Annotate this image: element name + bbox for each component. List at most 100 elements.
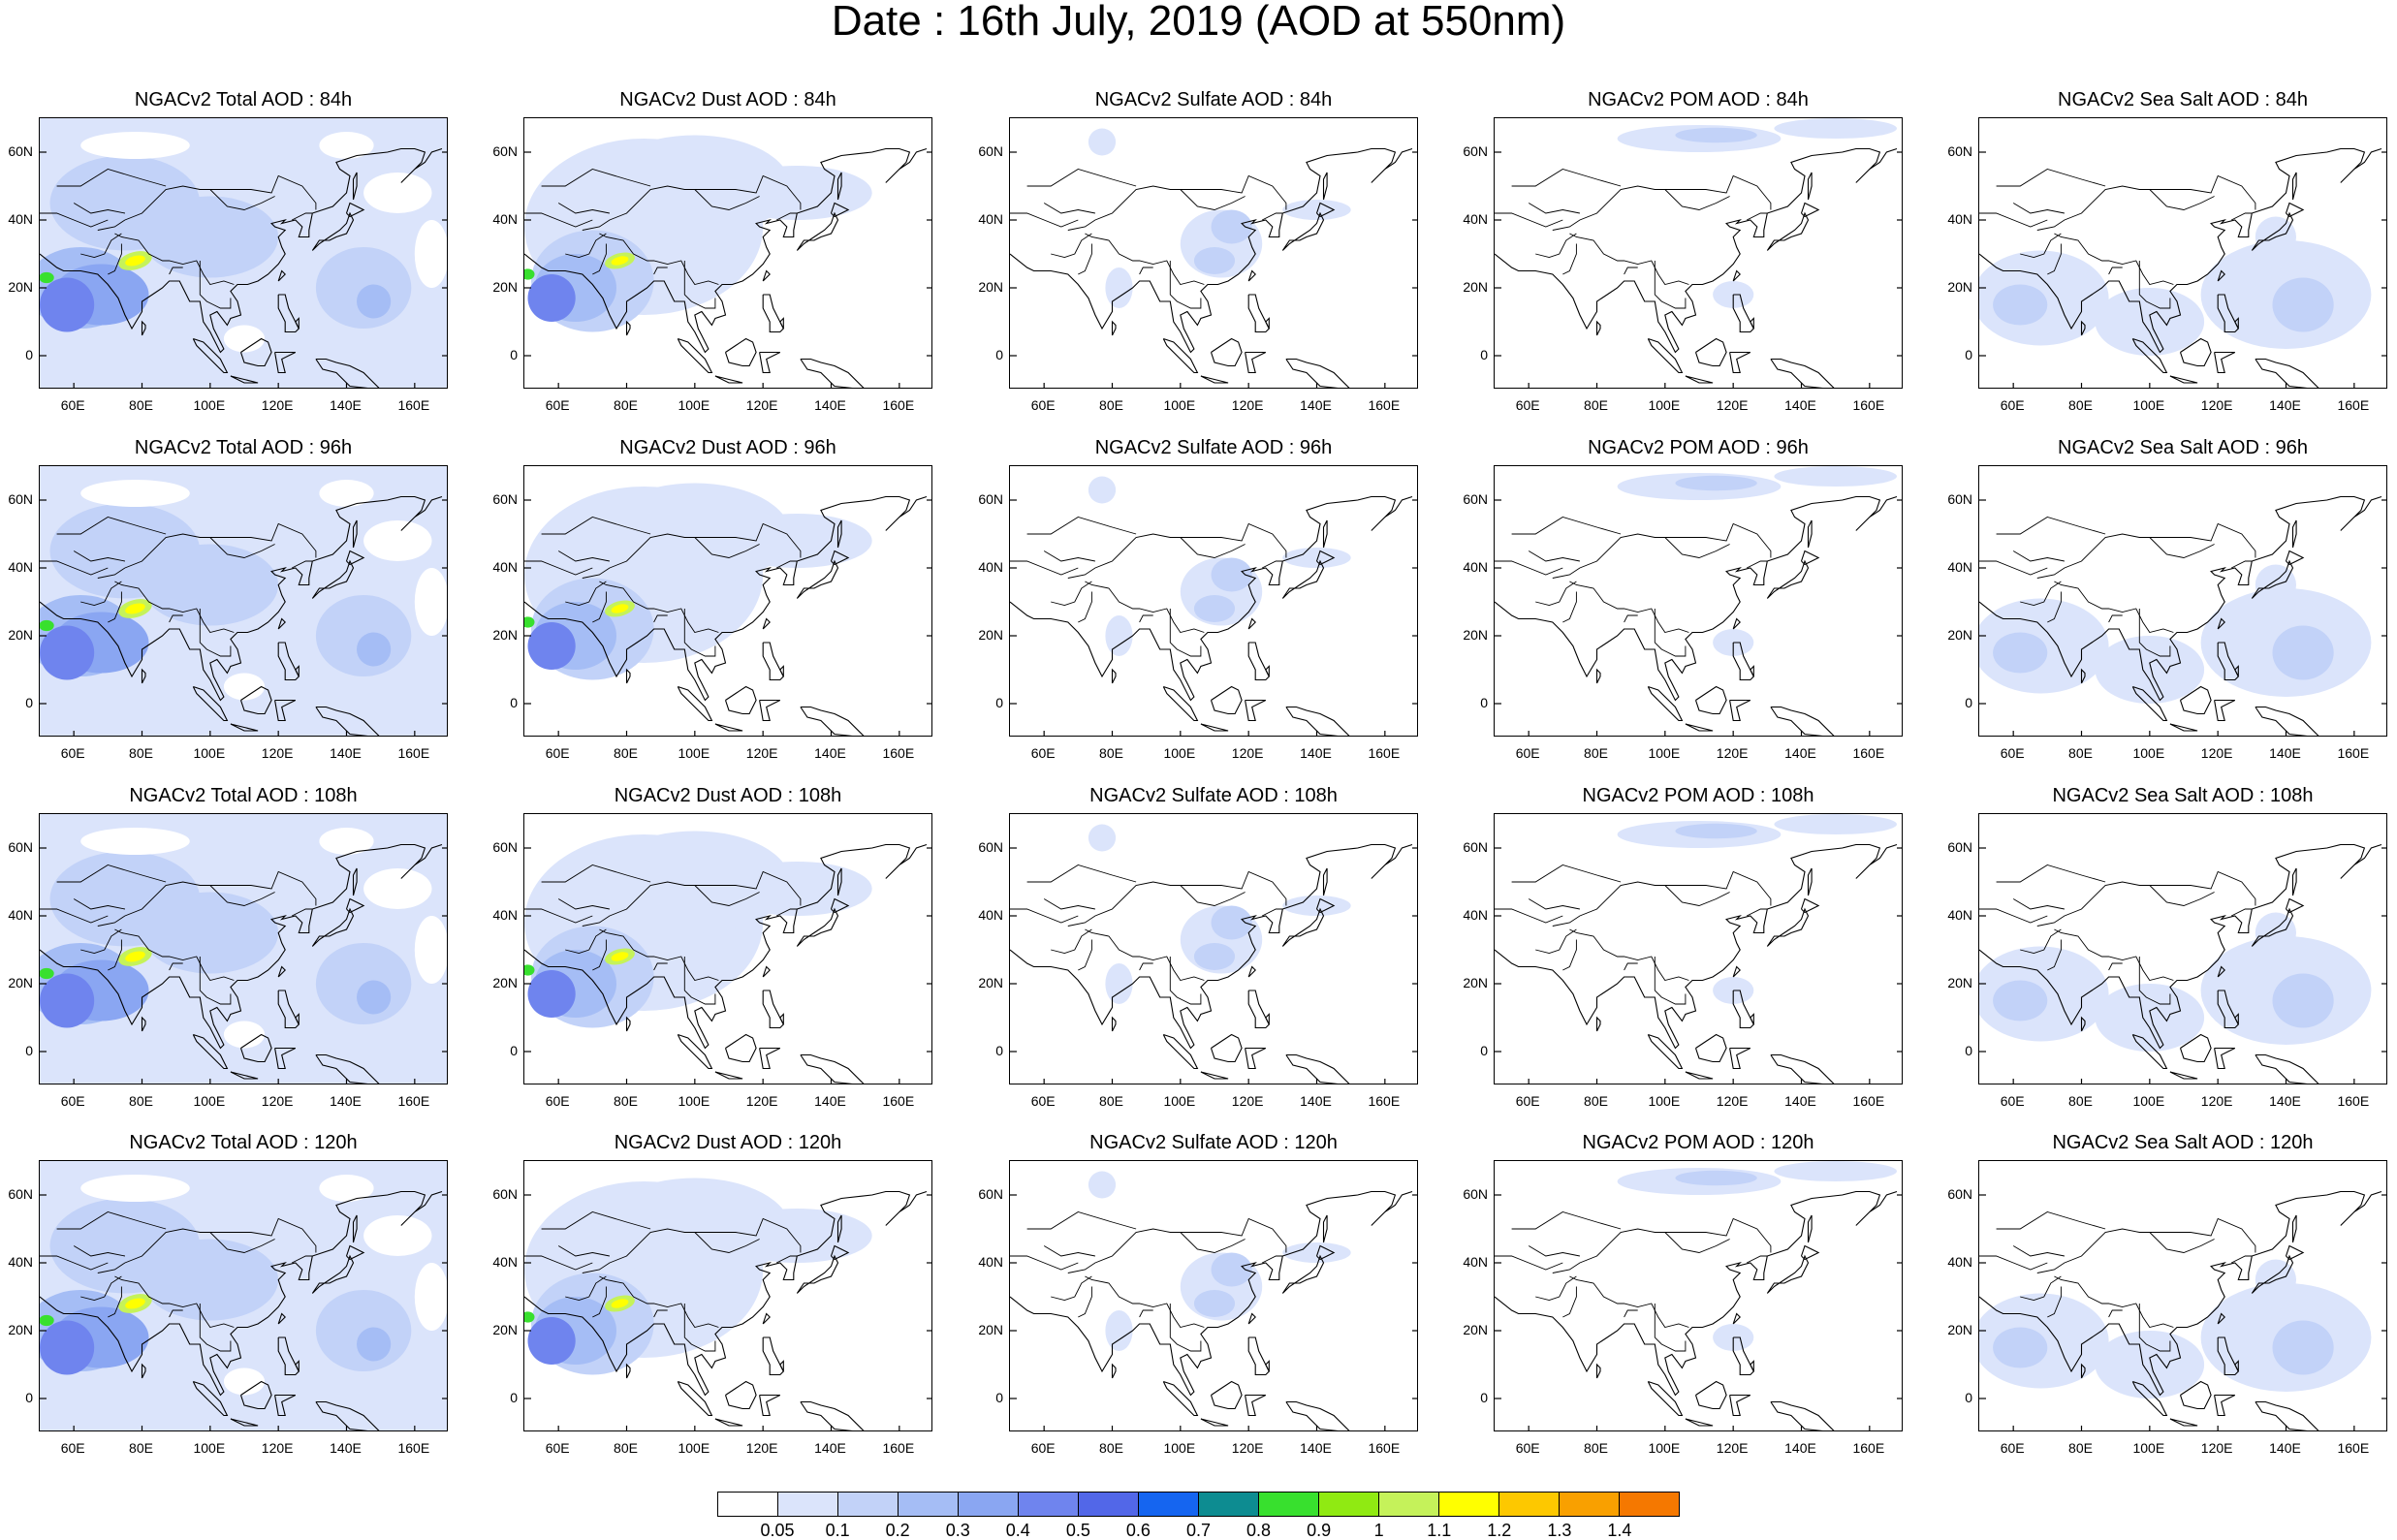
panel-title: NGACv2 Sulfate AOD : 96h xyxy=(1094,437,1333,458)
lon-tick-label: 120E xyxy=(745,1093,778,1109)
lat-tick-label: 0 xyxy=(1965,347,1972,362)
lon-tick-label: 160E xyxy=(397,397,430,413)
lon-tick-label: 60E xyxy=(545,397,570,413)
lon-tick-label: 140E xyxy=(1300,397,1332,413)
aod-field xyxy=(40,814,447,1084)
map-plot-area xyxy=(1009,117,1418,389)
lat-tick-label: 60N xyxy=(492,143,518,159)
panel-title: NGACv2 Sulfate AOD : 84h xyxy=(1094,89,1333,110)
lat-tick-label: 40N xyxy=(8,907,33,923)
aod-field xyxy=(1088,824,1351,1004)
lon-tick-label: 80E xyxy=(614,1093,638,1109)
lon-tick-label: 160E xyxy=(882,745,915,761)
aod-field xyxy=(40,118,447,388)
map-panel-pom: NGACv2 POM AOD : 84h 60N 40N 20N 0 60E 80E 100E… xyxy=(1463,89,1903,438)
lon-tick-label: 60E xyxy=(545,745,570,761)
coastlines xyxy=(1010,843,1413,1084)
country-borders xyxy=(40,864,317,1005)
lat-tick-label: 60N xyxy=(492,839,518,855)
lon-tick-label: 80E xyxy=(614,745,638,761)
lon-tick-label: 160E xyxy=(1852,745,1885,761)
map-svg xyxy=(524,1178,931,1430)
colorbar-tick-label: 1 xyxy=(1373,1521,1384,1540)
lon-tick-label: 80E xyxy=(129,397,153,413)
lat-tick-label: 0 xyxy=(1480,347,1488,362)
lon-tick-label: 160E xyxy=(1368,397,1401,413)
map-svg xyxy=(40,814,447,1084)
coastlines xyxy=(1979,495,2382,736)
lat-tick-label: 60N xyxy=(1463,143,1488,159)
lon-tick-label: 80E xyxy=(2068,1440,2093,1456)
figure-title: Date : 16th July, 2019 (AOD at 550nm) xyxy=(831,0,1566,45)
map-plot-area xyxy=(1978,813,2387,1084)
map-plot-area xyxy=(523,1160,932,1431)
lon-tick-label: 160E xyxy=(2337,1440,2370,1456)
lon-tick-label: 160E xyxy=(882,1440,915,1456)
colorbar-swatch xyxy=(1259,1493,1319,1516)
lat-tick-label: 20N xyxy=(978,975,1003,990)
lat-tick-label: 60N xyxy=(1463,1186,1488,1202)
map-svg xyxy=(40,466,447,736)
aod-field xyxy=(1617,466,1897,656)
lon-tick-label: 80E xyxy=(1099,1093,1123,1109)
country-borders xyxy=(524,517,802,657)
lat-tick-label: 60N xyxy=(492,491,518,507)
lon-tick-label: 100E xyxy=(678,397,710,413)
map-svg xyxy=(1495,466,1902,736)
colorbar-swatch xyxy=(1019,1493,1079,1516)
lat-tick-label: 40N xyxy=(492,907,518,923)
colorbar-tick-label: 0.1 xyxy=(825,1521,850,1540)
lat-tick-label: 60N xyxy=(1463,839,1488,855)
map-panel-seasalt: NGACv2 Sea Salt AOD : 96h 60N 40N 20N 0 60E 80… xyxy=(1947,437,2387,786)
lon-tick-label: 120E xyxy=(2200,745,2233,761)
lon-tick-label: 80E xyxy=(129,1093,153,1109)
map-svg xyxy=(40,1161,447,1430)
coastlines xyxy=(1979,843,2382,1084)
colorbar-swatch xyxy=(718,1493,778,1516)
lon-tick-label: 160E xyxy=(1852,1440,1885,1456)
map-plot-area xyxy=(1009,465,1418,737)
panel-title: NGACv2 Sea Salt AOD : 108h xyxy=(2052,785,2314,806)
map-panel-pom: NGACv2 POM AOD : 96h 60N 40N 20N 0 60E 80E 100E… xyxy=(1463,437,1903,786)
lon-tick-label: 140E xyxy=(1300,1093,1332,1109)
lon-tick-label: 60E xyxy=(1515,1093,1540,1109)
panel-title: NGACv2 Dust AOD : 120h xyxy=(614,1132,842,1153)
lon-tick-label: 140E xyxy=(1300,1440,1332,1456)
lon-tick-label: 80E xyxy=(2068,1093,2093,1109)
lon-tick-label: 140E xyxy=(2269,1440,2301,1456)
lat-tick-label: 0 xyxy=(25,695,33,710)
lon-tick-label: 80E xyxy=(1584,745,1608,761)
colorbar-swatch xyxy=(838,1493,899,1516)
lat-tick-label: 20N xyxy=(8,279,33,295)
lon-tick-label: 60E xyxy=(1030,745,1056,761)
aod-field xyxy=(1088,476,1351,656)
lat-tick-label: 60N xyxy=(1947,143,1972,159)
country-borders xyxy=(1495,864,1772,1005)
colorbar-tick-label: 0.2 xyxy=(885,1521,910,1540)
colorbar-swatch xyxy=(1079,1493,1139,1516)
map-svg xyxy=(40,118,447,388)
map-svg xyxy=(1010,1171,1417,1430)
lon-tick-label: 120E xyxy=(2200,1440,2233,1456)
map-plot-area xyxy=(39,117,448,389)
lon-tick-label: 120E xyxy=(745,745,778,761)
map-svg xyxy=(1010,476,1417,736)
lon-tick-label: 160E xyxy=(1852,1093,1885,1109)
lat-tick-label: 40N xyxy=(492,1254,518,1270)
aod-field xyxy=(1617,118,1897,308)
lat-tick-label: 0 xyxy=(1480,1043,1488,1058)
map-panel-pom: NGACv2 POM AOD : 120h 60N 40N 20N 0 60E 80E 100… xyxy=(1463,1132,1903,1481)
aod-field xyxy=(40,466,447,736)
colorbar-swatch xyxy=(1199,1493,1259,1516)
lat-tick-label: 20N xyxy=(492,1322,518,1337)
coastlines xyxy=(1979,147,2382,388)
map-plot-area xyxy=(1494,1160,1903,1431)
aod-field xyxy=(1979,1259,2372,1399)
panel-title: NGACv2 Total AOD : 84h xyxy=(134,89,353,110)
lon-tick-label: 160E xyxy=(882,397,915,413)
lon-tick-label: 120E xyxy=(1716,745,1749,761)
aod-field xyxy=(524,135,872,332)
map-plot-area xyxy=(1978,1160,2387,1431)
lon-tick-label: 120E xyxy=(2200,1093,2233,1109)
lat-tick-label: 60N xyxy=(8,839,33,855)
